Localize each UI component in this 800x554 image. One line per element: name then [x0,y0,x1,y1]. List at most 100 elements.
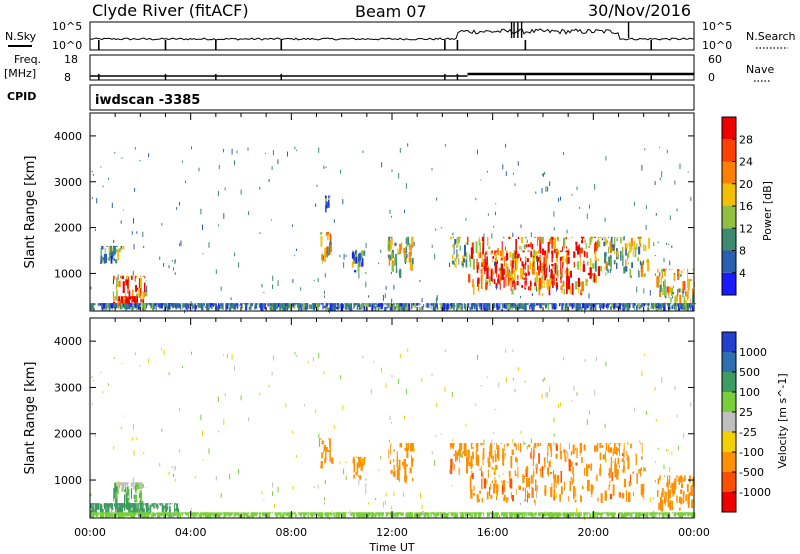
scatter-streak [332,304,334,308]
scatter-streak [313,512,316,515]
scatter-streak [562,303,565,306]
scatter-streak [495,258,497,268]
scatter-streak [482,512,485,514]
scatter-streak [674,296,676,305]
scatter-streak [677,269,680,280]
scatter-streak [482,453,484,466]
scatter-streak [443,303,446,311]
scatter-speck [553,211,555,217]
scatter-streak [633,241,636,250]
scatter-streak [590,303,592,307]
scatter-streak [508,276,509,286]
scatter-streak [256,512,258,515]
scatter-streak [522,304,525,308]
scatter-speck [520,502,521,505]
scatter-streak [310,512,313,516]
scatter-streak [483,512,484,516]
scatter-streak [663,475,665,477]
scatter-streak [480,443,483,446]
scatter-streak [433,306,435,309]
scatter-streak [610,306,612,310]
scatter-streak [618,512,620,514]
scatter-streak [685,290,687,297]
scatter-streak [405,303,407,307]
scatter-speck [653,242,655,247]
scatter-streak [495,480,497,489]
scatter-streak [666,286,669,293]
scatter-streak [605,272,607,276]
scatter-speck [451,484,453,487]
scatter-streak [633,303,635,311]
scatter-streak [124,489,127,493]
scatter-streak [306,303,308,305]
scatter-streak [298,303,301,310]
scatter-streak [91,503,93,505]
scatter-speck [234,365,235,371]
scatter-streak [118,303,121,306]
scatter-streak [536,271,539,283]
scatter-streak [136,485,139,490]
scatter-streak [576,303,579,311]
scatter-streak [337,512,340,518]
scatter-streak [463,448,467,457]
scatter-streak [680,303,683,307]
scatter-streak [339,512,341,514]
scatter-streak [599,463,601,471]
scatter-streak [461,453,463,458]
scatter-streak [692,303,693,306]
scatter-speck [505,376,507,382]
noise-trace [89,22,695,50]
scatter-streak [326,303,328,310]
scatter-streak [657,268,659,273]
scatter-streak [194,305,197,310]
scatter-streak [132,482,134,490]
scatter-streak [514,303,516,305]
scatter-streak [617,448,619,451]
scatter-streak [411,460,414,467]
scatter-streak [359,475,362,479]
scatter-streak [128,488,130,501]
scatter-streak [113,275,115,280]
scatter-streak [233,512,235,518]
scatter-streak [92,512,95,517]
scatter-streak [404,262,406,264]
scatter-streak [191,303,194,307]
scatter-streak [559,303,562,305]
scatter-streak [556,250,559,255]
scatter-streak [152,303,155,310]
scatter-speck [514,183,516,186]
scatter-speck [666,449,668,452]
scatter-streak [325,447,328,452]
scatter-streak [663,303,666,311]
scatter-streak [677,289,679,297]
scatter-streak [613,512,617,515]
scatter-streak [243,303,246,305]
scatter-streak [336,303,339,305]
scatter-streak [456,243,459,248]
scatter-streak [543,256,545,266]
scatter-streak [636,512,638,514]
scatter-streak [450,303,453,307]
scatter-speck [531,293,533,296]
scatter-streak [117,508,119,514]
scatter-streak [464,512,466,517]
scatter-streak [523,512,526,518]
scatter-streak [687,271,688,283]
scatter-streak [530,250,532,252]
scatter-streak [580,257,581,266]
scatter-streak [614,474,617,478]
scatter-streak [481,236,485,242]
scatter-speck [477,149,478,155]
scatter-streak [605,451,606,462]
scatter-speck [405,388,407,395]
scatter-streak [516,266,517,272]
scatter-streak [214,303,216,306]
scatter-streak [440,512,442,517]
scatter-streak [410,512,413,515]
scatter-streak [525,244,528,248]
scatter-speck [218,430,220,433]
scatter-streak [599,303,602,306]
scatter-streak [544,303,546,306]
scatter-streak [375,512,377,515]
scatter-speck [173,267,174,271]
